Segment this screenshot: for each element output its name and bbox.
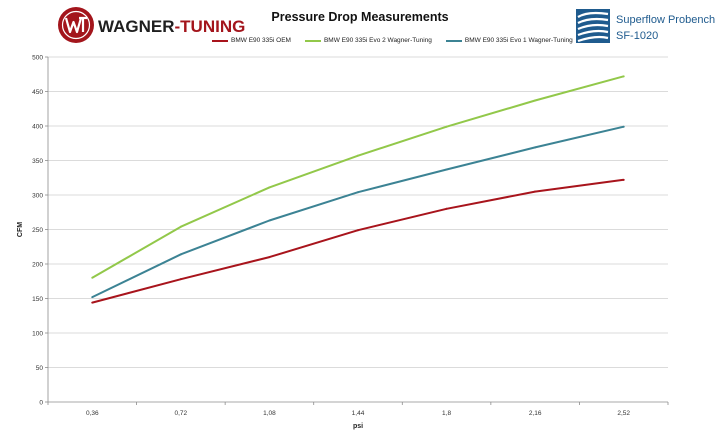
y-tick-label: 50 [36,365,44,372]
data-point [357,154,359,157]
wagner-tuning-logo: WAGNER-TUNING [58,7,245,43]
legend-item-evo1: BMW E90 335i Evo 1 Wagner-Tuning [445,37,573,44]
y-tick-label: 350 [32,158,43,165]
superflow-waves-icon [576,9,610,43]
y-tick-labels: 0 50 100 150 200 250 300 350 400 450 500 [32,54,43,406]
data-point [622,125,625,128]
superflow-line1: Superflow Probench [616,14,715,26]
data-point [91,301,94,304]
chart-legend: BMW E90 335i OEM BMW E90 335i Evo 2 Wagn… [212,37,573,44]
brand-wagner-text: WAGNER [98,17,175,36]
chart-title: Pressure Drop Measurements [271,10,449,24]
axes [45,56,669,405]
x-tick-label: 2,16 [529,410,542,417]
data-point [268,219,271,222]
data-point [534,99,537,102]
y-tick-label: 250 [32,227,43,234]
data-point [179,253,182,256]
y-tick-label: 0 [39,399,43,406]
legend-item-oem: BMW E90 335i OEM [212,37,291,44]
superflow-line2: SF-1020 [616,30,658,42]
x-tick-label: 0,36 [86,410,99,417]
data-point [622,178,625,181]
data-point [268,186,271,189]
svg-text:WAGNER-TUNING: WAGNER-TUNING [98,17,245,36]
legend-swatch-evo1 [445,39,462,42]
y-tick-label: 100 [32,330,43,337]
data-point [445,125,448,128]
data-point [622,75,625,78]
x-tick-label: 2,52 [617,410,630,417]
y-tick-label: 450 [32,89,43,96]
data-point [445,168,448,171]
series-line-1 [91,75,624,279]
legend-label-evo1: BMW E90 335i Evo 1 Wagner-Tuning [464,37,573,44]
y-tick-label: 300 [32,192,43,199]
data-point [357,191,359,194]
series-line-0 [92,178,624,304]
data-point [268,256,271,259]
data-point [534,146,537,149]
y-tick-label: 200 [32,261,43,268]
data-point [179,225,182,228]
legend-label-oem: BMW E90 335i OEM [231,37,291,44]
y-axis-title: CFM [17,222,24,237]
x-tick-labels: 0,36 0,72 1,08 1,44 1,8 2,16 2,52 [86,410,630,417]
logo-circle-icon [58,7,94,43]
legend-label-evo2: BMW E90 335i Evo 2 Wagner-Tuning [323,37,432,44]
x-axis-title: psi [353,423,363,430]
series-line-2 [91,125,624,299]
y-tick-label: 150 [32,296,43,303]
x-tick-label: 1,8 [442,410,451,417]
data-point [445,207,448,210]
y-tick-label: 400 [32,123,43,130]
x-tick-label: 0,72 [175,410,188,417]
data-point [91,296,94,299]
data-point [534,190,537,193]
x-tick-label: 1,44 [352,410,365,417]
legend-item-evo2: BMW E90 335i Evo 2 Wagner-Tuning [304,37,432,44]
brand-tuning-text: -TUNING [175,17,246,36]
x-tick-label: 1,08 [263,410,276,417]
y-tick-label: 500 [32,54,43,61]
gridlines [48,56,668,368]
data-point [179,278,182,281]
data-point [91,276,94,279]
data-point [357,229,359,232]
series-lines [91,75,625,304]
legend-swatch-evo2 [304,39,321,42]
legend-swatch-oem [212,39,228,42]
superflow-logo: Superflow Probench SF-1020 [576,9,715,43]
